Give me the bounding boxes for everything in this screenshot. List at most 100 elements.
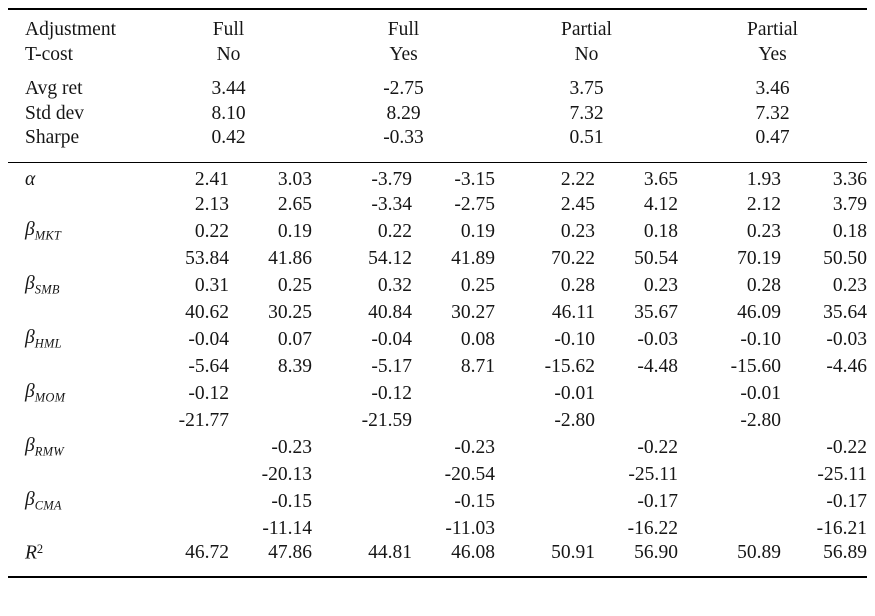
tstat-value: -16.22 — [627, 517, 678, 539]
tstat-value: 50.54 — [634, 247, 678, 269]
header-label-adjustment: Adjustment — [25, 19, 116, 40]
coefficient-value: 0.19 — [277, 220, 312, 242]
coefficient-value: -0.03 — [637, 328, 678, 350]
tstat-label-empty — [8, 461, 145, 488]
tstat-value — [412, 407, 495, 434]
coefficient-value: 50.91 — [551, 542, 595, 564]
summary-value: 7.32 — [569, 102, 604, 124]
coefficient-value — [229, 380, 312, 407]
coefficient-value: -0.12 — [371, 382, 412, 404]
tstat-value — [145, 515, 229, 542]
coefficient-value: -0.03 — [826, 328, 867, 350]
tstat-row: -21.77 -21.59 -2.80 -2.80 — [8, 407, 867, 434]
coefficient-value: 0.28 — [560, 274, 595, 296]
tstat-value: -15.62 — [544, 355, 595, 377]
tstat-value — [312, 461, 412, 488]
tstat-value — [495, 461, 595, 488]
tstat-value: 46.09 — [737, 301, 781, 323]
summary-value: 0.51 — [569, 127, 604, 148]
coefficient-value: 0.25 — [277, 274, 312, 296]
coefficient-value: -0.12 — [188, 382, 229, 404]
coefficient-value — [678, 434, 781, 461]
coefficient-value: -0.22 — [637, 436, 678, 458]
tstat-value: 50.50 — [823, 247, 867, 269]
tstat-value: 35.67 — [634, 301, 678, 323]
tstat-value: 8.39 — [277, 355, 312, 377]
summary-value: 0.47 — [755, 127, 790, 148]
tstat-value: 3.79 — [832, 193, 867, 215]
coefficient-value — [495, 434, 595, 461]
coefficient-row: βCMA -0.15 -0.15 -0.17 -0.17 — [8, 488, 867, 515]
tstat-value: 40.84 — [368, 301, 412, 323]
coefficient-value: 50.89 — [737, 542, 781, 564]
tstat-value: 2.65 — [277, 193, 312, 215]
group-3-adjustment: Partial — [747, 19, 798, 40]
tstat-value: 2.12 — [746, 193, 781, 215]
tstat-value: 2.45 — [560, 193, 595, 215]
tstat-value: 41.89 — [451, 247, 495, 269]
tstat-value: -25.11 — [628, 463, 678, 485]
tstat-value: 70.19 — [737, 247, 781, 269]
tstat-row: 40.62 30.25 40.84 30.27 46.11 35.67 46.09 35.64 — [8, 299, 867, 326]
coefficient-value: 3.36 — [781, 162, 867, 191]
coefficient-value: -0.01 — [740, 382, 781, 404]
tstat-value — [595, 407, 678, 434]
summary-value: 8.10 — [211, 102, 246, 124]
coefficient-value — [595, 380, 678, 407]
tstat-value: -11.14 — [262, 517, 312, 539]
summary-row-sharpe: Sharpe 0.42 -0.33 0.51 0.47 — [8, 127, 867, 163]
group-2-adjustment: Partial — [561, 19, 612, 40]
coefficient-row: α 2.41 3.03 -3.79 -3.15 2.22 3.65 1.93 3.36 — [8, 162, 867, 191]
tstat-value: -20.13 — [261, 463, 312, 485]
coefficient-label: βSMB — [25, 273, 60, 297]
tstat-row: -5.64 8.39 -5.17 8.71 -15.62 -4.48 -15.60 -4.46 — [8, 353, 867, 380]
coefficient-row: βHML -0.04 0.07 -0.04 0.08 -0.10 -0.03 -0.10 -0.… — [8, 326, 867, 353]
coefficient-label: βCMA — [25, 489, 62, 513]
coefficient-value: 1.93 — [678, 162, 781, 191]
coefficient-value: 0.18 — [643, 220, 678, 242]
coefficient-value — [145, 488, 229, 515]
tstat-label-empty — [8, 515, 145, 542]
summary-row-std-dev: Std dev 8.10 8.29 7.32 7.32 — [8, 100, 867, 127]
tstat-label-empty — [8, 191, 145, 218]
tstat-value: 2.13 — [194, 193, 229, 215]
coefficient-value: 46.72 — [185, 542, 229, 564]
coefficient-value: 0.08 — [460, 328, 495, 350]
coefficient-value — [412, 380, 495, 407]
coefficient-value: 3.03 — [229, 162, 312, 191]
tstat-value: 41.86 — [268, 247, 312, 269]
coefficient-value — [312, 434, 412, 461]
coefficient-value: -0.23 — [271, 436, 312, 458]
header-row-adjustment: Adjustment Full Full Partial Partial — [8, 9, 867, 41]
paper-table-page: Adjustment Full Full Partial Partial T-cost No… — [8, 8, 867, 578]
table-body: Adjustment Full Full Partial Partial T-cost No… — [8, 9, 867, 577]
tstat-value — [312, 515, 412, 542]
coefficient-value: 0.18 — [832, 220, 867, 242]
coefficient-row: βRMW -0.23 -0.23 -0.22 -0.22 — [8, 434, 867, 461]
tstat-value — [678, 461, 781, 488]
coefficient-value: 0.07 — [277, 328, 312, 350]
tstat-value: 40.62 — [185, 301, 229, 323]
tstat-value: -2.75 — [454, 193, 495, 215]
coefficient-value — [781, 380, 867, 407]
tstat-value: -2.80 — [554, 409, 595, 431]
coefficient-value: 0.32 — [377, 274, 412, 296]
coefficient-label: βMKT — [25, 219, 62, 243]
coefficient-value — [495, 488, 595, 515]
coefficient-value — [678, 488, 781, 515]
coefficient-value: -0.17 — [826, 490, 867, 512]
group-3-tcost: Yes — [758, 43, 787, 65]
coefficient-row: βSMB 0.31 0.25 0.32 0.25 0.28 0.23 0.28 0.23 — [8, 272, 867, 299]
coefficient-value: -0.22 — [826, 436, 867, 458]
coefficient-value: 0.22 — [194, 220, 229, 242]
summary-value: -2.75 — [383, 78, 424, 99]
coefficient-value: -0.17 — [637, 490, 678, 512]
tstat-value — [678, 515, 781, 542]
group-2-tcost: No — [574, 43, 599, 65]
coefficient-label: R2 — [25, 542, 44, 564]
tstat-value: -15.60 — [730, 355, 781, 377]
tstat-label-empty — [8, 407, 145, 434]
coefficient-value: -0.10 — [740, 328, 781, 350]
tstat-value: 35.64 — [823, 301, 867, 323]
regression-results-table: Adjustment Full Full Partial Partial T-cost No… — [8, 8, 867, 578]
